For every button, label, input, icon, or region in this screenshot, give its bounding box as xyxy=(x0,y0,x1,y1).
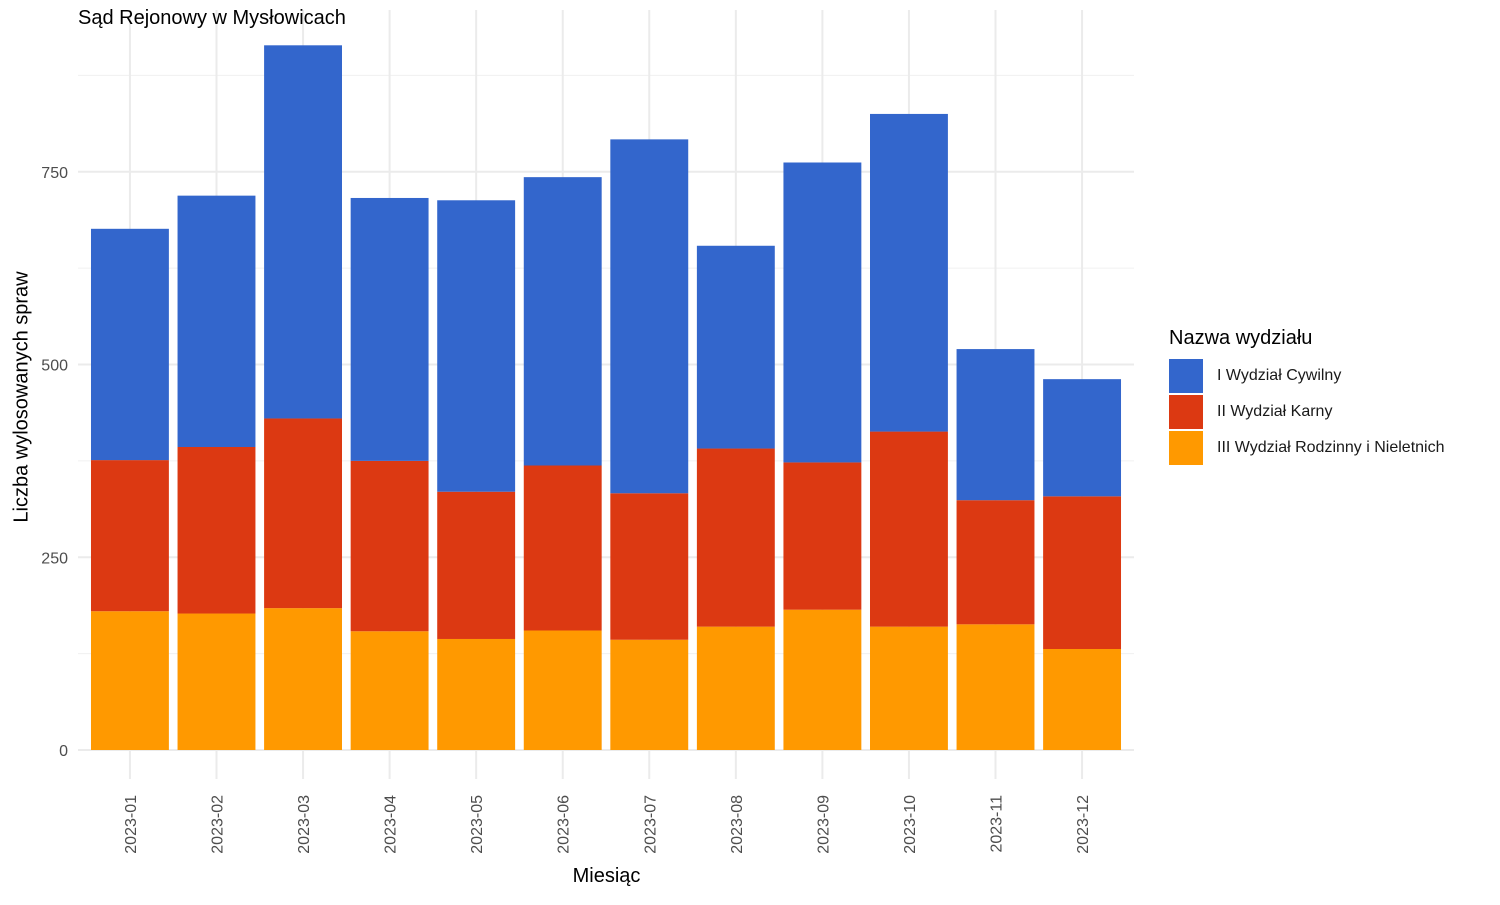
bar-segment-karny-2023-10 xyxy=(870,431,948,627)
bar-segment-rodzinny-2023-07 xyxy=(610,639,689,750)
legend-label-cywilny: I Wydział Cywilny xyxy=(1217,367,1342,384)
bar-segment-cywilny-2023-11 xyxy=(956,349,1035,501)
x-tick-label: 2023-10 xyxy=(902,795,919,854)
x-tick-label: 2023-04 xyxy=(383,795,400,854)
y-tick-label: 500 xyxy=(41,358,68,375)
x-tick-label: 2023-11 xyxy=(989,795,1006,853)
bar-segment-rodzinny-2023-09 xyxy=(783,609,862,750)
bar-segment-karny-2023-03 xyxy=(264,418,342,609)
legend-item-rodzinny: III Wydział Rodzinny i Nieletnich xyxy=(1169,430,1445,466)
bar-segment-karny-2023-05 xyxy=(437,491,516,639)
bar-segment-karny-2023-02 xyxy=(177,446,256,614)
y-tick-label: 250 xyxy=(41,550,68,567)
bar-segment-rodzinny-2023-05 xyxy=(437,638,516,750)
x-tick-label: 2023-09 xyxy=(815,795,832,854)
bar-segment-karny-2023-09 xyxy=(783,462,862,610)
bar-segment-rodzinny-2023-03 xyxy=(264,608,342,750)
legend-swatch-rodzinny xyxy=(1169,431,1203,465)
x-tick-label: 2023-05 xyxy=(469,795,486,854)
y-tick-label: 0 xyxy=(59,743,68,760)
bar-segment-rodzinny-2023-02 xyxy=(177,613,256,750)
bar-segment-karny-2023-12 xyxy=(1043,496,1122,649)
bar-segment-rodzinny-2023-06 xyxy=(523,630,602,750)
x-tick-label: 2023-01 xyxy=(123,795,140,854)
bar-segment-karny-2023-07 xyxy=(610,493,689,640)
bar-segment-cywilny-2023-09 xyxy=(783,162,862,463)
legend-title: Nazwa wydziału xyxy=(1169,327,1313,349)
legend: Nazwa wydziału I Wydział Cywilny II Wydz… xyxy=(1169,327,1445,466)
x-tick-label: 2023-02 xyxy=(209,795,226,854)
x-tick-label: 2023-03 xyxy=(296,795,313,854)
bar-segment-rodzinny-2023-08 xyxy=(696,626,775,750)
bar-segment-karny-2023-04 xyxy=(350,460,429,632)
bar-segment-cywilny-2023-01 xyxy=(90,228,169,461)
tick-layer: 0 250 500 750 2023-01 2023-02 2023-03 2023-04 20… xyxy=(41,165,1092,854)
legend-label-karny: II Wydział Karny xyxy=(1217,403,1333,420)
legend-item-cywilny: I Wydział Cywilny xyxy=(1169,358,1445,394)
chart-title: Sąd Rejonowy w Mysłowicach xyxy=(78,7,346,29)
bar-segment-cywilny-2023-05 xyxy=(437,200,516,492)
bar-segment-rodzinny-2023-01 xyxy=(90,611,169,750)
bar-segment-rodzinny-2023-04 xyxy=(350,631,429,750)
bar-segment-cywilny-2023-08 xyxy=(696,245,775,449)
bar-segment-cywilny-2023-03 xyxy=(264,45,342,419)
bar-segment-cywilny-2023-07 xyxy=(610,139,689,494)
bar-segment-rodzinny-2023-12 xyxy=(1043,648,1122,750)
x-axis-title: Miesiąc xyxy=(572,865,641,887)
x-tick-label: 2023-08 xyxy=(729,795,746,854)
legend-swatch-karny xyxy=(1169,395,1203,429)
bar-segment-cywilny-2023-12 xyxy=(1043,379,1122,497)
legend-label-rodzinny: III Wydział Rodzinny i Nieletnich xyxy=(1217,439,1445,456)
y-tick-label: 750 xyxy=(41,165,68,182)
x-tick-label: 2023-06 xyxy=(556,795,573,854)
bar-segment-rodzinny-2023-10 xyxy=(870,626,948,750)
bar-segment-karny-2023-01 xyxy=(90,460,169,612)
bar-segment-cywilny-2023-02 xyxy=(177,195,256,447)
legend-swatch-cywilny xyxy=(1169,359,1203,393)
x-tick-label: 2023-12 xyxy=(1075,795,1092,854)
bar-layer xyxy=(90,45,1122,750)
bar-segment-cywilny-2023-06 xyxy=(523,177,602,466)
bar-segment-karny-2023-06 xyxy=(523,465,602,631)
legend-item-karny: II Wydział Karny xyxy=(1169,394,1445,430)
bar-segment-karny-2023-11 xyxy=(956,500,1035,625)
bar-segment-karny-2023-08 xyxy=(696,448,775,627)
bar-segment-cywilny-2023-10 xyxy=(870,113,948,432)
bar-segment-rodzinny-2023-11 xyxy=(956,624,1035,750)
bar-segment-cywilny-2023-04 xyxy=(350,197,429,461)
y-axis-title: Liczba wylosowanych spraw xyxy=(10,271,33,523)
x-tick-label: 2023-07 xyxy=(642,795,659,854)
